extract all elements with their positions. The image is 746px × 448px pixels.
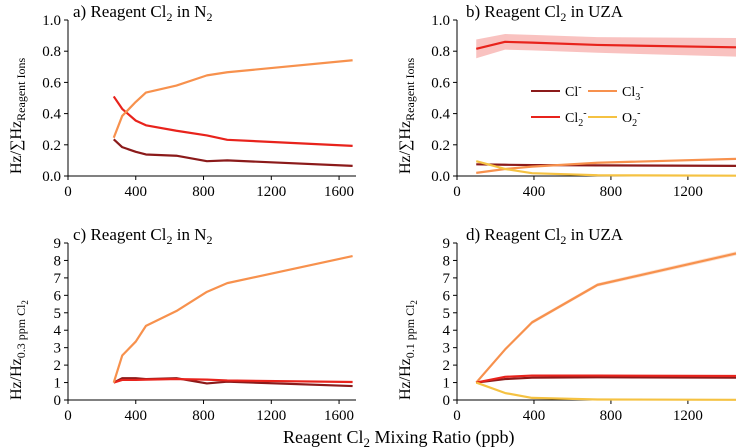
panel-a-ytick-label: 0.4 bbox=[42, 107, 61, 123]
panel-d-series-cl2 bbox=[476, 374, 737, 384]
legend-label-cl3: Cl3- bbox=[622, 82, 644, 103]
panel-a-ytick-label: 1.0 bbox=[42, 13, 61, 29]
shared-xlabel: Reagent Cl2 Mixing Ratio (ppb) bbox=[283, 427, 514, 448]
panel-c-ytick-label: 4 bbox=[54, 323, 62, 339]
panel-c-series-cl3 bbox=[112, 255, 353, 383]
panel-d-series-cl bbox=[476, 376, 737, 384]
panel-b-xtick-label: 800 bbox=[600, 184, 623, 200]
panel-c-ytick-label: 1 bbox=[54, 376, 62, 392]
panel-c-xtick-label: 1200 bbox=[256, 408, 286, 424]
panel-b-ytick-label: 0.0 bbox=[431, 169, 450, 185]
panel-c-xtick-label: 1600 bbox=[324, 408, 354, 424]
panel-a-xtick-label: 0 bbox=[64, 184, 72, 200]
panel-c-xtick-label: 0 bbox=[64, 408, 72, 424]
panel-d-ylabel: Hz/Hz0.1 ppm Cl2 bbox=[397, 300, 419, 400]
panel-b-ytick-label: 0.8 bbox=[431, 44, 450, 60]
panel-c-ytick-label: 5 bbox=[54, 306, 62, 322]
panel-d-series-cl3 bbox=[475, 252, 737, 384]
panel-c-ytick-label: 8 bbox=[54, 253, 62, 269]
panel-a-series-cl bbox=[112, 138, 353, 167]
panel-b-legend: Cl- Cl3- Cl2- O2- bbox=[531, 82, 644, 129]
panel-b-ylabel: Hz/∑HzReagent Ions bbox=[397, 58, 417, 174]
panel-d-band-cl3 bbox=[476, 251, 736, 384]
panel-c-xtick-label: 400 bbox=[125, 408, 148, 424]
panel-c-ytick-label: 7 bbox=[54, 271, 62, 287]
legend-label-cl2: Cl2- bbox=[565, 108, 587, 129]
legend-label-o2: O2- bbox=[622, 108, 640, 129]
panel-a-ytick-label: 0.0 bbox=[42, 169, 61, 185]
panel-b-series-o2 bbox=[475, 160, 737, 177]
panel-a-series-cl3 bbox=[112, 59, 353, 139]
panel-c-xtick-label: 800 bbox=[192, 408, 215, 424]
panel-b-title: b) Reagent Cl2 in UZA bbox=[466, 2, 624, 24]
panel-d-xtick-label: 800 bbox=[600, 408, 623, 424]
panel-d-ytick-label: 8 bbox=[443, 253, 451, 269]
panel-a-ytick-label: 0.2 bbox=[42, 138, 61, 154]
panel-d-xtick-label: 400 bbox=[523, 408, 546, 424]
panel-b-ytick-label: 0.4 bbox=[431, 107, 450, 123]
panel-b-ytick-label: 1.0 bbox=[431, 13, 450, 29]
panel-c-ytick-label: 2 bbox=[54, 358, 62, 374]
panel-d-ytick-label: 5 bbox=[443, 306, 451, 322]
panel-d-ytick-label: 1 bbox=[443, 376, 451, 392]
panel-c-series-cl2 bbox=[113, 377, 353, 384]
panel-a-xtick-label: 1200 bbox=[256, 184, 286, 200]
panel-d-ytick-label: 0 bbox=[443, 393, 451, 409]
panel-d-ytick-label: 9 bbox=[443, 236, 451, 252]
panel-c-ytick-label: 6 bbox=[54, 288, 62, 304]
panel-b-series-cl3 bbox=[476, 157, 737, 174]
panel-a-ylabel: Hz/∑HzReagent Ions bbox=[8, 58, 28, 174]
panel-c-ytick-label: 0 bbox=[54, 393, 62, 409]
panel-d-ytick-label: 3 bbox=[443, 341, 451, 357]
panel-a-xtick-label: 400 bbox=[125, 184, 148, 200]
panel-b-ytick-label: 0.2 bbox=[431, 138, 450, 154]
panel-c-ytick-label: 9 bbox=[54, 236, 62, 252]
panel-d-xtick-label: 1200 bbox=[673, 408, 703, 424]
panel-b-ytick-label: 0.6 bbox=[431, 75, 450, 91]
panel-d-ytick-label: 4 bbox=[443, 323, 451, 339]
panel-a-title: a) Reagent Cl2 in N2 bbox=[73, 2, 212, 24]
panel-a-ytick-label: 0.6 bbox=[42, 75, 61, 91]
panel-d-xtick-label: 0 bbox=[453, 408, 461, 424]
panel-d-ytick-label: 2 bbox=[443, 358, 451, 374]
panel-a-xtick-label: 800 bbox=[192, 184, 215, 200]
panel-c-ytick-label: 3 bbox=[54, 341, 62, 357]
panel-b-xtick-label: 1200 bbox=[673, 184, 703, 200]
panel-a-xtick-label: 1600 bbox=[324, 184, 354, 200]
panel-b-xtick-label: 400 bbox=[523, 184, 546, 200]
panel-b-xtick-label: 0 bbox=[453, 184, 461, 200]
panel-a-series-cl2 bbox=[112, 95, 353, 147]
panel-a-ytick-label: 0.8 bbox=[42, 44, 61, 60]
panel-d-ytick-label: 6 bbox=[443, 288, 451, 304]
panel-c-title: c) Reagent Cl2 in N2 bbox=[73, 225, 212, 247]
panel-d-series-o2 bbox=[475, 381, 737, 401]
panel-d-title: d) Reagent Cl2 in UZA bbox=[466, 225, 624, 247]
panel-c-ylabel: Hz/Hz0.3 ppm Cl2 bbox=[8, 300, 30, 400]
panel-d-ytick-label: 7 bbox=[443, 271, 451, 287]
panel-b-series-cl bbox=[476, 163, 737, 167]
legend-label-cl: Cl- bbox=[565, 82, 582, 100]
panel-b-series-cl2 bbox=[475, 40, 737, 50]
